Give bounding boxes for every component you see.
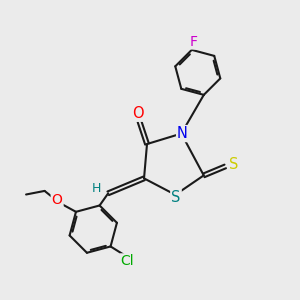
Text: N: N	[177, 126, 188, 141]
Text: H: H	[92, 182, 101, 195]
Text: S: S	[171, 190, 181, 205]
Text: O: O	[132, 106, 144, 121]
Text: S: S	[229, 158, 238, 172]
Text: O: O	[52, 193, 63, 207]
Text: F: F	[189, 34, 197, 49]
Text: Cl: Cl	[121, 254, 134, 268]
